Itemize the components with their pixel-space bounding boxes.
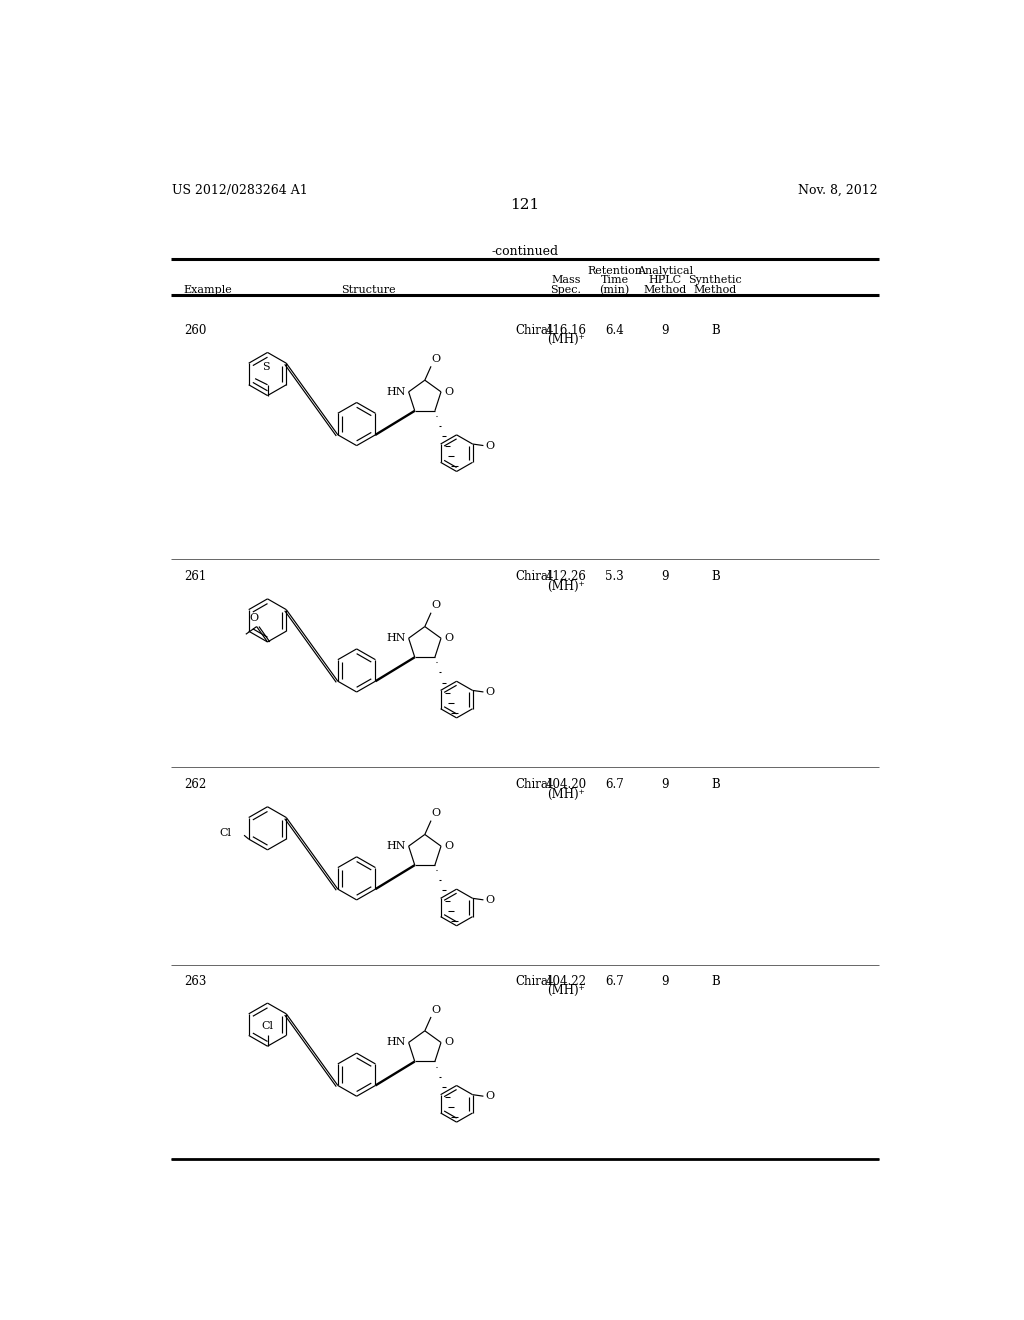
- Text: O: O: [485, 1092, 495, 1101]
- Text: 412.26: 412.26: [546, 570, 587, 583]
- Text: O: O: [432, 808, 441, 818]
- Text: 9: 9: [662, 974, 669, 987]
- Text: O: O: [250, 614, 259, 623]
- Text: (MH)⁺: (MH)⁺: [547, 983, 585, 997]
- Text: 263: 263: [183, 974, 206, 987]
- Text: B: B: [711, 323, 720, 337]
- Text: O: O: [432, 354, 441, 364]
- Text: Method: Method: [643, 285, 687, 294]
- Text: (MH)⁺: (MH)⁺: [547, 579, 585, 593]
- Text: Chiral: Chiral: [515, 570, 552, 583]
- Text: Analytical: Analytical: [637, 267, 693, 276]
- Text: Method: Method: [694, 285, 737, 294]
- Text: HN: HN: [386, 841, 406, 851]
- Text: (MH)⁺: (MH)⁺: [547, 788, 585, 800]
- Text: (MH)⁺: (MH)⁺: [547, 333, 585, 346]
- Text: O: O: [485, 686, 495, 697]
- Text: HN: HN: [386, 1038, 406, 1048]
- Text: Cl: Cl: [220, 828, 231, 838]
- Text: O: O: [444, 1038, 454, 1048]
- Text: Example: Example: [183, 285, 232, 294]
- Text: Cl: Cl: [261, 1020, 273, 1031]
- Text: 6.7: 6.7: [605, 779, 624, 791]
- Text: (min): (min): [600, 285, 630, 294]
- Text: O: O: [432, 601, 441, 610]
- Text: Structure: Structure: [341, 285, 395, 294]
- Text: O: O: [432, 1005, 441, 1015]
- Text: Chiral: Chiral: [515, 779, 552, 791]
- Text: HN: HN: [386, 634, 406, 643]
- Text: O: O: [444, 387, 454, 397]
- Text: 6.4: 6.4: [605, 323, 624, 337]
- Text: Chiral: Chiral: [515, 323, 552, 337]
- Text: 262: 262: [183, 779, 206, 791]
- Text: 9: 9: [662, 323, 669, 337]
- Text: 6.7: 6.7: [605, 974, 624, 987]
- Text: Synthetic: Synthetic: [688, 276, 742, 285]
- Text: 9: 9: [662, 779, 669, 791]
- Text: Spec.: Spec.: [550, 285, 582, 294]
- Text: O: O: [444, 841, 454, 851]
- Text: HPLC: HPLC: [648, 276, 682, 285]
- Text: B: B: [711, 779, 720, 791]
- Text: Mass: Mass: [551, 276, 581, 285]
- Text: Nov. 8, 2012: Nov. 8, 2012: [798, 183, 878, 197]
- Text: S: S: [262, 363, 269, 372]
- Text: O: O: [485, 895, 495, 904]
- Text: 260: 260: [183, 323, 206, 337]
- Text: 261: 261: [183, 570, 206, 583]
- Text: Retention: Retention: [587, 267, 642, 276]
- Text: 9: 9: [662, 570, 669, 583]
- Text: Chiral: Chiral: [515, 974, 552, 987]
- Text: B: B: [711, 974, 720, 987]
- Text: Time: Time: [601, 276, 629, 285]
- Text: O: O: [444, 634, 454, 643]
- Text: 5.3: 5.3: [605, 570, 624, 583]
- Text: B: B: [711, 570, 720, 583]
- Text: 404.22: 404.22: [546, 974, 587, 987]
- Text: 416.16: 416.16: [546, 323, 587, 337]
- Text: HN: HN: [386, 387, 406, 397]
- Text: 404.20: 404.20: [546, 779, 587, 791]
- Text: -continued: -continued: [492, 244, 558, 257]
- Text: O: O: [485, 441, 495, 450]
- Text: 121: 121: [510, 198, 540, 213]
- Text: US 2012/0283264 A1: US 2012/0283264 A1: [172, 183, 308, 197]
